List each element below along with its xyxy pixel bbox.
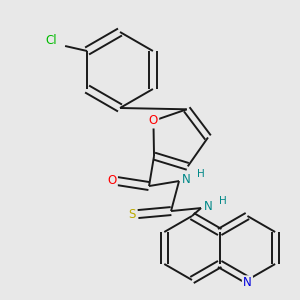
Text: Cl: Cl <box>45 34 57 47</box>
Text: N: N <box>204 200 212 213</box>
Text: O: O <box>149 114 158 127</box>
Text: N: N <box>182 172 190 186</box>
Text: O: O <box>107 174 117 187</box>
Text: S: S <box>128 208 136 220</box>
Text: H: H <box>219 196 227 206</box>
Text: H: H <box>197 169 205 179</box>
Text: N: N <box>243 277 252 290</box>
